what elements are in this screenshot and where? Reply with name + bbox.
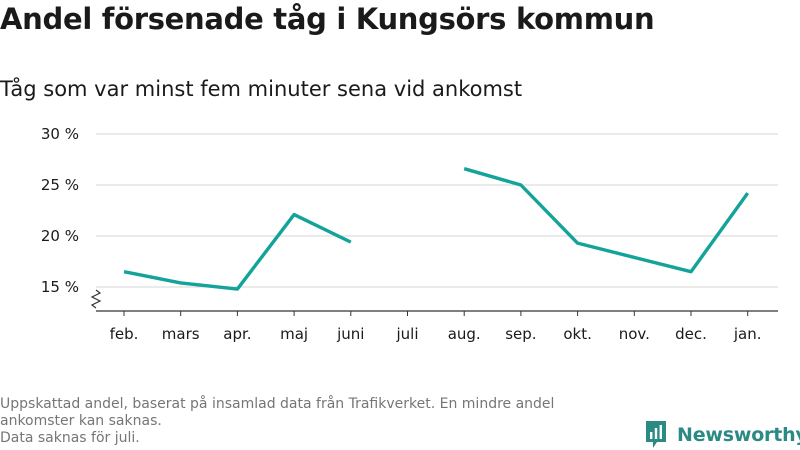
x-tick-label: apr. xyxy=(223,325,251,343)
y-tick-label: 20 % xyxy=(41,227,79,245)
x-tick-label: jan. xyxy=(733,325,762,343)
y-tick-label: 15 % xyxy=(41,278,79,296)
chart-title: Andel försenade tåg i Kungsörs kommun xyxy=(0,2,655,36)
x-tick-label: sep. xyxy=(505,325,536,343)
gridlines xyxy=(96,133,778,288)
x-tick-label: juli xyxy=(395,325,418,343)
x-tick-label: feb. xyxy=(110,325,139,343)
footer-note: Uppskattad andel, baserat på insamlad da… xyxy=(0,396,625,447)
x-tick-label: dec. xyxy=(675,325,707,343)
y-axis-ticks: 15 % 20 % 25 % 30 % xyxy=(41,125,79,296)
y-tick-label: 25 % xyxy=(41,176,79,194)
series-line-segment xyxy=(463,167,750,274)
x-axis xyxy=(90,289,778,312)
footer-source-note: Uppskattad andel, baserat på insamlad da… xyxy=(0,396,555,429)
x-tick-label: mars xyxy=(162,325,200,343)
axis-break-icon xyxy=(90,289,102,309)
x-axis-ticks: feb. mars apr. maj juni juli aug. sep. okt. nov. d… xyxy=(110,311,762,343)
y-tick-label: 30 % xyxy=(41,125,79,143)
brand-logo: Newsworthy xyxy=(644,420,800,450)
series-line-segment xyxy=(123,212,352,291)
x-tick-label: aug. xyxy=(448,325,481,343)
line-chart: 15 % 20 % 25 % 30 % feb. mars apr. maj juni juli… xyxy=(41,125,778,343)
chart-subtitle: Tåg som var minst fem minuter sena vid a… xyxy=(0,77,523,101)
newsworthy-logo-icon xyxy=(646,421,666,448)
x-tick-label: maj xyxy=(280,325,308,343)
series xyxy=(123,167,750,291)
footer-missing-note: Data saknas för juli. xyxy=(0,430,140,446)
x-tick-label: nov. xyxy=(619,325,650,343)
brand-name: Newsworthy xyxy=(677,424,800,446)
x-tick-label: okt. xyxy=(563,325,592,343)
x-tick-label: juni xyxy=(336,325,364,343)
